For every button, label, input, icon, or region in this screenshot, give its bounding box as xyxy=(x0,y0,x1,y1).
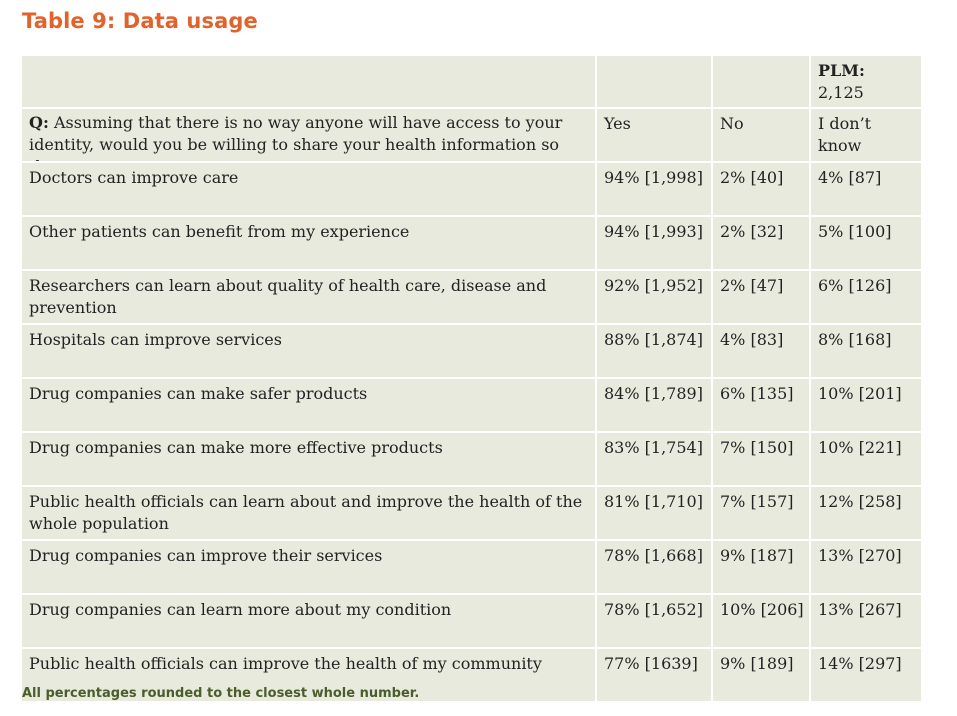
dont-know-value: 10% [221] xyxy=(811,433,921,485)
header-empty-cell xyxy=(22,56,595,107)
row-label: Doctors can improve care xyxy=(22,163,595,215)
no-value: 2% [47] xyxy=(713,271,809,323)
no-value: 10% [206] xyxy=(713,595,809,647)
row-label: Drug companies can learn more about my c… xyxy=(22,595,595,647)
yes-value: 92% [1,952] xyxy=(597,271,711,323)
no-value: 7% [150] xyxy=(713,433,809,485)
plm-label: PLM: xyxy=(818,61,865,80)
plm-count: PLM: 2,125 xyxy=(811,56,921,107)
row-label: Other patients can benefit from my exper… xyxy=(22,217,595,269)
no-value: 2% [40] xyxy=(713,163,809,215)
question-cell: Q: Assuming that there is no way anyone … xyxy=(22,109,595,161)
yes-value: 77% [1639] xyxy=(597,649,711,701)
dont-know-value: 8% [168] xyxy=(811,325,921,377)
row-label: Researchers can learn about quality of h… xyxy=(22,271,595,323)
dont-know-value: 12% [258] xyxy=(811,487,921,539)
row-label: Drug companies can make more effective p… xyxy=(22,433,595,485)
no-value: 7% [157] xyxy=(713,487,809,539)
yes-value: 83% [1,754] xyxy=(597,433,711,485)
dont-know-value: 10% [201] xyxy=(811,379,921,431)
yes-value: 84% [1,789] xyxy=(597,379,711,431)
plm-value: 2,125 xyxy=(818,83,864,102)
dont-know-value: 4% [87] xyxy=(811,163,921,215)
header-empty-cell xyxy=(597,56,711,107)
row-label: Drug companies can make safer products xyxy=(22,379,595,431)
data-usage-table: PLM: 2,125 Q: Assuming that there is no … xyxy=(22,56,922,701)
dont-know-value: 14% [297] xyxy=(811,649,921,701)
row-label: Hospitals can improve services xyxy=(22,325,595,377)
no-value: 9% [189] xyxy=(713,649,809,701)
yes-value: 81% [1,710] xyxy=(597,487,711,539)
no-value: 6% [135] xyxy=(713,379,809,431)
yes-value: 78% [1,652] xyxy=(597,595,711,647)
row-label: Drug companies can improve their service… xyxy=(22,541,595,593)
table-title: Table 9: Data usage xyxy=(22,9,258,33)
column-header-no: No xyxy=(713,109,809,161)
yes-value: 94% [1,998] xyxy=(597,163,711,215)
no-value: 9% [187] xyxy=(713,541,809,593)
dont-know-value: 6% [126] xyxy=(811,271,921,323)
no-value: 2% [32] xyxy=(713,217,809,269)
footnote: All percentages rounded to the closest w… xyxy=(22,686,420,701)
row-label: Public health officials can improve the … xyxy=(22,649,595,701)
question-text: Assuming that there is no way anyone wil… xyxy=(29,113,563,161)
row-label: Public health officials can learn about … xyxy=(22,487,595,539)
yes-value: 88% [1,874] xyxy=(597,325,711,377)
dont-know-value: 5% [100] xyxy=(811,217,921,269)
column-header-yes: Yes xyxy=(597,109,711,161)
no-value: 4% [83] xyxy=(713,325,809,377)
dont-know-value: 13% [267] xyxy=(811,595,921,647)
yes-value: 78% [1,668] xyxy=(597,541,711,593)
header-empty-cell xyxy=(713,56,809,107)
question-prefix: Q: xyxy=(29,113,49,132)
yes-value: 94% [1,993] xyxy=(597,217,711,269)
column-header-dont-know: I don’t know xyxy=(811,109,921,161)
dont-know-value: 13% [270] xyxy=(811,541,921,593)
